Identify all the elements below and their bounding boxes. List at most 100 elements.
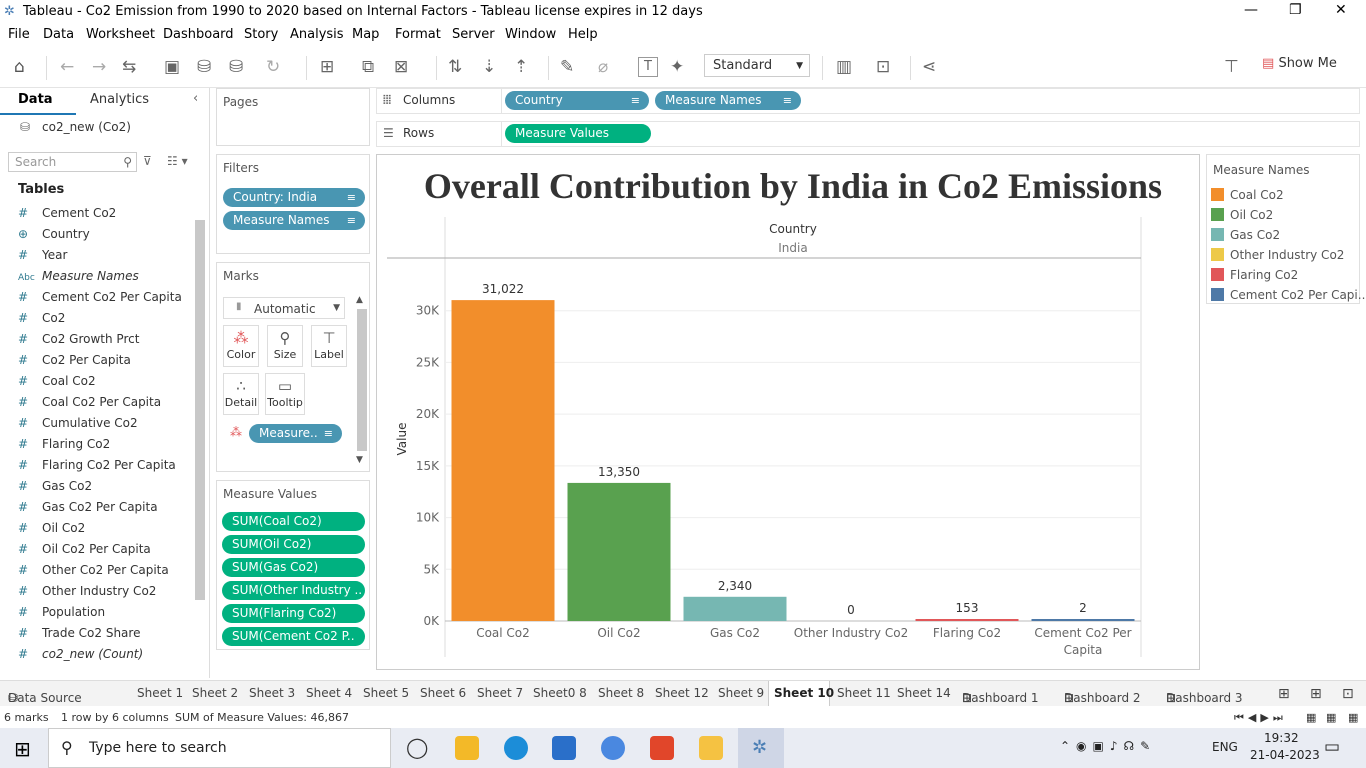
- field-item[interactable]: # Flaring Co2: [18, 437, 110, 457]
- rows-shelf[interactable]: ☰ Rows Measure Values: [376, 121, 1360, 147]
- color-legend[interactable]: Measure Names Coal Co2 Oil Co2 Gas Co2 Othe…: [1206, 154, 1365, 304]
- clock-date[interactable]: 21-04-2023: [1250, 748, 1320, 762]
- field-item[interactable]: # Other Industry Co2: [18, 584, 156, 604]
- menu-worksheet[interactable]: Worksheet: [86, 27, 156, 42]
- menu-help[interactable]: Help: [568, 27, 598, 42]
- format-painter-icon[interactable]: ⊤: [1224, 57, 1239, 77]
- sheet-tab[interactable]: Sheet 12: [655, 686, 709, 700]
- save-icon[interactable]: ▣: [164, 57, 181, 77]
- new-worksheet-tab-icon[interactable]: ⊞: [1278, 686, 1290, 702]
- collapse-pane-icon[interactable]: ‹: [193, 91, 199, 106]
- menu-data[interactable]: Data: [43, 27, 75, 42]
- measure-pill[interactable]: SUM(Oil Co2): [222, 535, 365, 554]
- pause-updates-icon[interactable]: ⛁: [229, 57, 244, 77]
- field-item[interactable]: # Population: [18, 605, 105, 625]
- legend-item[interactable]: Flaring Co2: [1211, 268, 1298, 286]
- sheet-tab[interactable]: Sheet 11: [837, 686, 891, 700]
- undo-icon[interactable]: ←: [60, 57, 75, 77]
- field-item[interactable]: # Co2: [18, 311, 65, 331]
- sheet-tab[interactable]: Sheet 1: [137, 686, 184, 700]
- measure-pill[interactable]: SUM(Flaring Co2): [222, 604, 365, 623]
- size-button[interactable]: ⚲ Size: [267, 325, 303, 367]
- measure-pill[interactable]: SUM(Other Industry ..: [222, 581, 365, 600]
- data-pane-scrollbar[interactable]: [193, 208, 207, 668]
- clear-sheet-icon[interactable]: ⊠: [394, 57, 409, 77]
- filter-pill-measure-names[interactable]: Measure Names ≡: [223, 211, 365, 230]
- tab-analytics[interactable]: Analytics: [90, 92, 150, 107]
- bar[interactable]: [1031, 619, 1135, 621]
- filter-icon[interactable]: ⊽: [143, 154, 152, 168]
- pages-card[interactable]: Pages: [216, 88, 370, 146]
- label-button[interactable]: ⊤ Label: [311, 325, 347, 367]
- legend-item[interactable]: Coal Co2: [1211, 188, 1284, 206]
- sort-ascending-icon[interactable]: ⇣: [482, 57, 497, 77]
- sheet-tab[interactable]: Sheet 6: [420, 686, 467, 700]
- refresh-icon[interactable]: ↻: [266, 57, 281, 77]
- mark-type-select[interactable]: ▮ Automatic ▼: [223, 297, 345, 319]
- field-item[interactable]: # Oil Co2 Per Capita: [18, 542, 151, 562]
- bar[interactable]: [567, 482, 671, 621]
- show-labels-icon[interactable]: T: [638, 57, 658, 77]
- replay-icon[interactable]: ⇆: [122, 57, 137, 77]
- tooltip-button[interactable]: ▭ Tooltip: [265, 373, 305, 415]
- field-item[interactable]: # Coal Co2 Per Capita: [18, 395, 161, 415]
- chrome-icon[interactable]: [601, 736, 625, 760]
- sheet-tab[interactable]: Sheet0 8: [533, 686, 587, 700]
- menu-analysis[interactable]: Analysis: [290, 27, 344, 42]
- field-item[interactable]: # Gas Co2 Per Capita: [18, 500, 158, 520]
- redo-icon[interactable]: →: [92, 57, 107, 77]
- measure-pill[interactable]: SUM(Gas Co2): [222, 558, 365, 577]
- menu-story[interactable]: Story: [244, 27, 279, 42]
- clock-time[interactable]: 19:32: [1264, 731, 1299, 745]
- restore-icon[interactable]: ❐: [1289, 2, 1302, 18]
- filmstrip-icon[interactable]: ▦: [1306, 711, 1317, 724]
- columns-shelf[interactable]: ⦙⦙⦙ Columns Country ≡ Measure Names ≡: [376, 88, 1360, 114]
- new-worksheet-icon[interactable]: ⊞: [320, 57, 335, 77]
- field-item[interactable]: # Cement Co2: [18, 206, 116, 226]
- new-datasource-icon[interactable]: ⛁: [197, 57, 212, 77]
- row-pill-measure-values[interactable]: Measure Values: [505, 124, 651, 143]
- sheet-tab[interactable]: Sheet 3: [249, 686, 296, 700]
- field-item[interactable]: # Other Co2 Per Capita: [18, 563, 169, 583]
- marks-scrollbar[interactable]: ▲ ▼: [356, 295, 368, 467]
- home-icon[interactable]: ⌂: [14, 57, 25, 77]
- field-item[interactable]: # Coal Co2: [18, 374, 96, 394]
- field-item[interactable]: # Cumulative Co2: [18, 416, 138, 436]
- menu-format[interactable]: Format: [395, 27, 441, 42]
- highlight-icon[interactable]: ✎: [560, 57, 575, 77]
- tableau-taskbar-button[interactable]: ✲: [738, 728, 784, 768]
- measure-pill[interactable]: SUM(Cement Co2 P..: [222, 627, 365, 646]
- field-item[interactable]: # co2_new (Count): [18, 647, 143, 667]
- minimize-icon[interactable]: —: [1244, 2, 1258, 18]
- field-item[interactable]: # Co2 Per Capita: [18, 353, 131, 373]
- group-icon[interactable]: ⌀: [598, 57, 609, 77]
- legend-item[interactable]: Gas Co2: [1211, 228, 1280, 246]
- color-button[interactable]: ⁂ Color: [223, 325, 259, 367]
- language-indicator[interactable]: ENG: [1212, 740, 1238, 754]
- sheet-tab[interactable]: Sheet 5: [363, 686, 410, 700]
- field-item[interactable]: ⊕ Country: [18, 227, 90, 247]
- field-item[interactable]: # Trade Co2 Share: [18, 626, 140, 646]
- field-item[interactable]: # Oil Co2: [18, 521, 85, 541]
- menu-map[interactable]: Map: [352, 27, 380, 42]
- bar[interactable]: [683, 596, 787, 621]
- new-dashboard-tab-icon[interactable]: ⊞: [1310, 686, 1322, 702]
- sheet-tab-active[interactable]: Sheet 10: [774, 686, 835, 700]
- tab-grid-icon[interactable]: ▦: [1326, 711, 1337, 724]
- system-tray-icons[interactable]: ⌃◉▣♪☊✎: [1060, 739, 1157, 753]
- sheet-tab[interactable]: Sheet 2: [192, 686, 239, 700]
- view-options-icon[interactable]: ☷ ▾: [167, 154, 188, 168]
- sort-descending-icon[interactable]: ⇡: [514, 57, 529, 77]
- tab-navigation-icon[interactable]: ⏮◀▶⏭: [1234, 711, 1287, 724]
- duplicate-sheet-icon[interactable]: ⧉: [362, 57, 375, 77]
- notifications-icon[interactable]: ▭: [1324, 737, 1341, 757]
- measure-pill[interactable]: SUM(Coal Co2): [222, 512, 365, 531]
- store-icon[interactable]: [455, 736, 479, 760]
- show-me-button[interactable]: ▤ Show Me: [1262, 56, 1337, 71]
- datasource-name[interactable]: co2_new (Co2): [42, 120, 131, 134]
- bar[interactable]: [915, 619, 1019, 621]
- legend-item[interactable]: Other Industry Co2: [1211, 248, 1344, 266]
- share-icon[interactable]: ⋖: [922, 57, 937, 77]
- mail-icon[interactable]: [552, 736, 576, 760]
- taskbar-search-input[interactable]: ⚲ Type here to search: [48, 728, 391, 768]
